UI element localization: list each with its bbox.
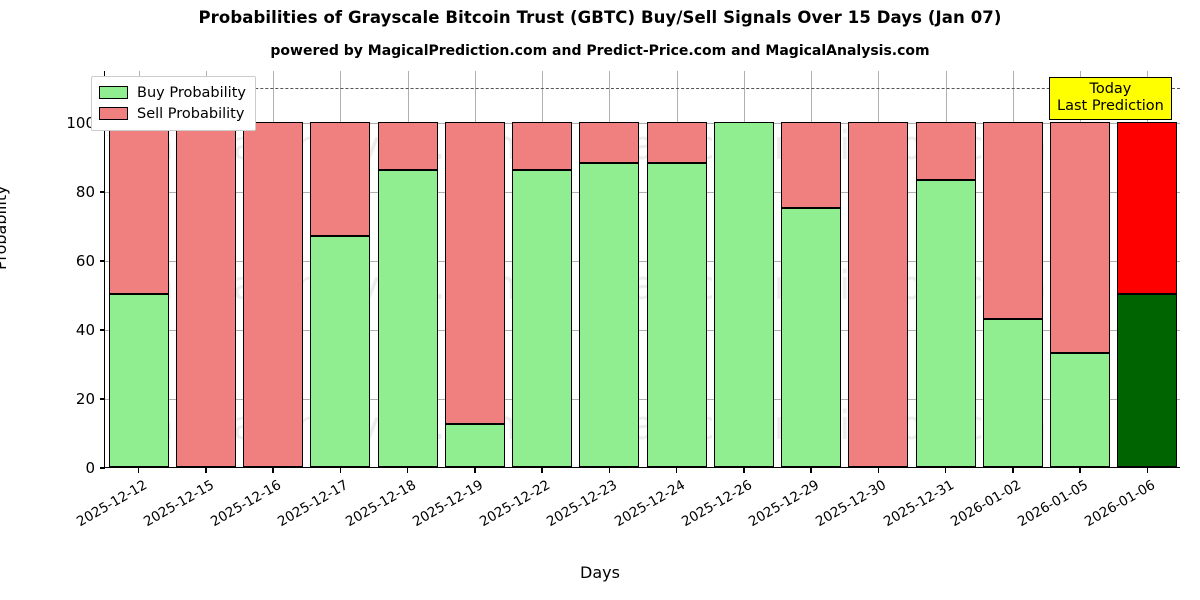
y-axis-tick-label: 0 <box>85 459 95 477</box>
bar-group[interactable] <box>781 71 842 467</box>
today-annotation-line2: Last Prediction <box>1057 98 1164 115</box>
bar-segment-sell[interactable] <box>377 121 438 171</box>
legend-label-sell: Sell Probability <box>137 105 245 122</box>
legend-swatch-buy-icon <box>99 86 128 99</box>
bar-segment-sell[interactable] <box>310 121 371 236</box>
x-axis-tick-mark <box>1012 468 1014 473</box>
x-axis-tick-mark <box>743 468 745 473</box>
legend-item-sell: Sell Probability <box>99 103 246 124</box>
bar-segment-buy[interactable] <box>310 235 371 467</box>
bar-group[interactable] <box>377 71 438 467</box>
x-axis-tick-mark <box>137 468 140 473</box>
bar-segment-sell[interactable] <box>108 121 169 295</box>
bar-segment-buy[interactable] <box>915 180 976 467</box>
bar-segment-buy[interactable] <box>982 318 1043 467</box>
bar-segment-sell[interactable] <box>243 121 304 467</box>
bar-segment-sell[interactable] <box>1117 121 1178 295</box>
bar-segment-buy[interactable] <box>1050 353 1111 467</box>
y-axis-tick-label: 60 <box>75 251 95 270</box>
bar-group[interactable] <box>713 71 774 467</box>
y-axis-tick-label: 100 <box>66 113 95 132</box>
x-axis-tick-mark <box>1079 468 1081 473</box>
bar-group[interactable] <box>982 71 1043 467</box>
bar-group[interactable] <box>579 71 640 467</box>
y-axis-tick-mark <box>100 329 105 331</box>
x-axis-tick-mark <box>675 468 678 473</box>
bar-group[interactable] <box>310 71 371 467</box>
gridline-horizontal <box>105 191 1180 193</box>
bar-segment-buy[interactable] <box>444 423 505 467</box>
legend-label-buy: Buy Probability <box>137 84 246 101</box>
bar-segment-sell[interactable] <box>579 121 640 164</box>
gridline-horizontal <box>105 329 1180 331</box>
x-axis-tick-mark <box>608 468 611 473</box>
bar-segment-buy[interactable] <box>512 170 573 467</box>
bar-group[interactable] <box>243 71 304 467</box>
legend-swatch-sell-icon <box>99 107 128 120</box>
bar-group[interactable] <box>512 71 573 467</box>
bar-segment-buy[interactable] <box>646 163 707 467</box>
y-axis-tick-mark <box>100 260 105 262</box>
x-axis-label: Days <box>580 563 620 582</box>
chart-legend: Buy Probability Sell Probability <box>91 76 256 131</box>
today-annotation-line1: Today <box>1089 81 1132 97</box>
bar-group[interactable] <box>848 71 909 467</box>
x-axis-tick-mark <box>944 468 947 473</box>
x-axis-tick-mark <box>205 468 207 473</box>
bar-group[interactable] <box>444 71 505 467</box>
bar-segment-sell[interactable] <box>512 121 573 171</box>
bar-group[interactable] <box>915 71 976 467</box>
y-axis-label: Probability <box>0 185 10 270</box>
y-axis-tick-mark <box>100 191 105 193</box>
x-axis-tick-mark <box>474 468 476 473</box>
bar-segment-sell[interactable] <box>915 121 976 181</box>
x-axis-tick-mark <box>877 468 880 473</box>
y-axis-tick-mark <box>100 398 105 400</box>
legend-item-buy: Buy Probability <box>99 82 246 103</box>
x-axis-tick-mark <box>810 468 812 473</box>
y-axis-tick-label: 40 <box>75 320 95 339</box>
bar-segment-sell[interactable] <box>781 121 842 209</box>
bar-segment-buy[interactable] <box>1117 294 1178 467</box>
gridline-horizontal <box>105 122 1180 124</box>
bar-segment-sell[interactable] <box>646 121 707 164</box>
today-annotation: Today Last Prediction <box>1049 77 1172 121</box>
y-axis-tick-label: 20 <box>75 389 95 408</box>
bar-segment-buy[interactable] <box>579 163 640 467</box>
bar-segment-sell[interactable] <box>444 121 505 424</box>
x-axis-tick-mark <box>272 468 274 473</box>
bar-segment-sell[interactable] <box>848 121 909 467</box>
bar-segment-buy[interactable] <box>713 121 774 467</box>
reference-line <box>105 88 1180 90</box>
y-axis-tick-label: 80 <box>75 182 95 201</box>
plot-inner: MagicalAnalysis.comMagicalPrediction.com… <box>105 71 1180 467</box>
chart-subtitle: powered by MagicalPrediction.com and Pre… <box>270 43 930 59</box>
gridline-horizontal <box>105 398 1180 400</box>
bar-segment-buy[interactable] <box>108 294 169 467</box>
x-axis-tick-mark <box>406 468 409 473</box>
bar-segment-sell[interactable] <box>175 121 236 467</box>
bar-group[interactable] <box>1117 71 1178 467</box>
bar-group[interactable] <box>108 71 169 467</box>
x-axis-tick-mark <box>1146 468 1149 473</box>
bar-segment-buy[interactable] <box>377 170 438 467</box>
bar-segment-sell[interactable] <box>982 121 1043 319</box>
y-axis-tick-mark <box>100 467 105 469</box>
chart-title: Probabilities of Grayscale Bitcoin Trust… <box>198 8 1002 27</box>
x-axis-tick-mark <box>541 468 543 473</box>
bar-group[interactable] <box>1050 71 1111 467</box>
plot-area: MagicalAnalysis.comMagicalPrediction.com… <box>66 71 1180 530</box>
x-axis-tick-mark <box>339 468 342 473</box>
bar-segment-buy[interactable] <box>781 208 842 467</box>
bar-group[interactable] <box>646 71 707 467</box>
gridline-horizontal <box>105 260 1180 262</box>
bar-segment-sell[interactable] <box>1050 121 1111 354</box>
